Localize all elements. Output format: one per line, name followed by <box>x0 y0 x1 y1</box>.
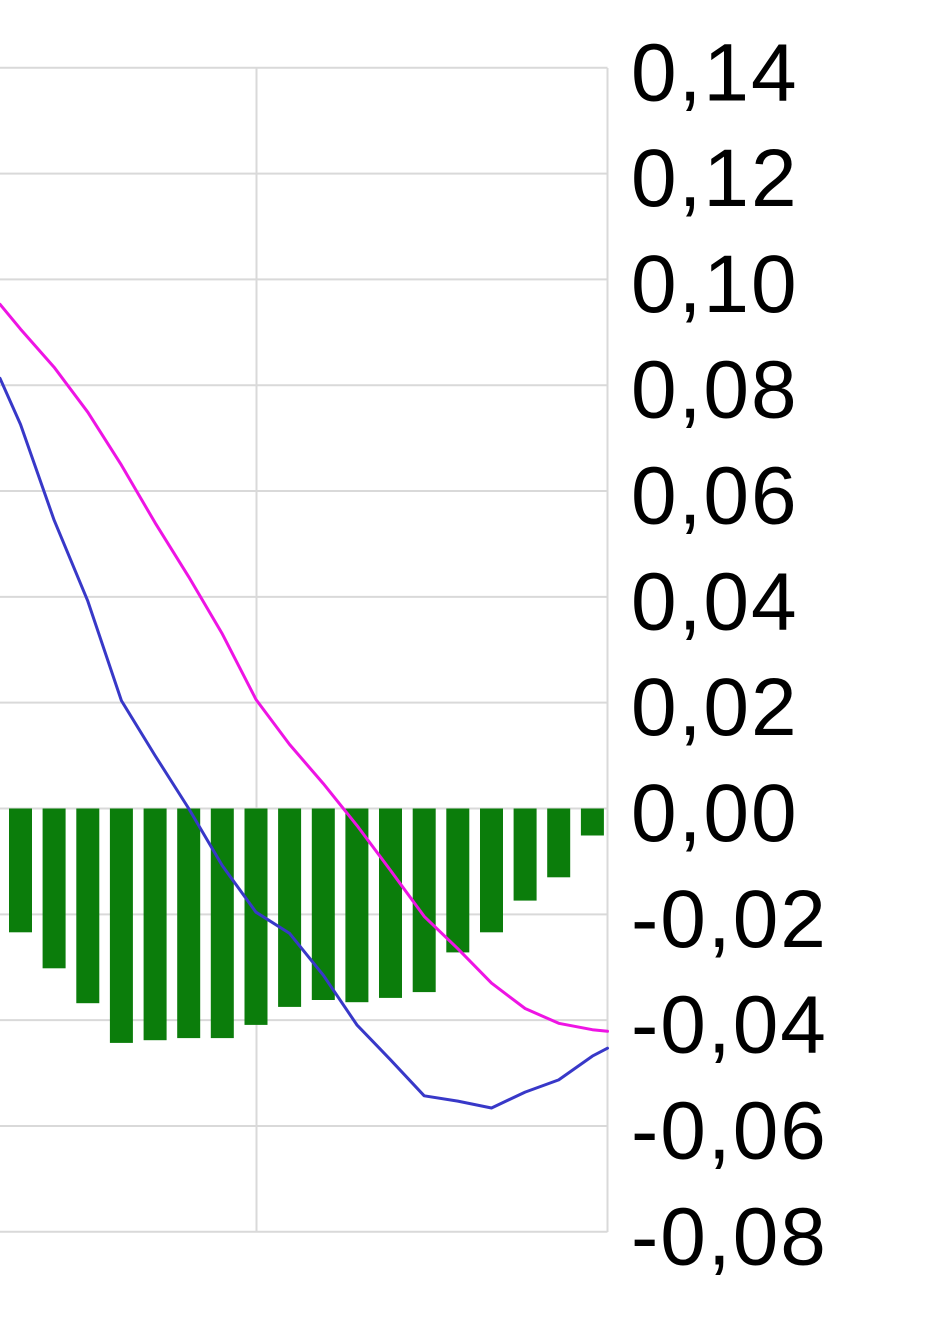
histogram-bar[interactable] <box>244 808 268 1025</box>
histogram-bar[interactable] <box>278 808 302 1007</box>
histogram-bar[interactable] <box>177 808 201 1039</box>
histogram-bar[interactable] <box>547 808 571 878</box>
histogram-bar[interactable] <box>109 808 133 1043</box>
y-axis-tick-label: 0,06 <box>631 451 799 542</box>
y-axis-tick-label: 0,02 <box>631 662 799 753</box>
y-axis-tick-label: -0,06 <box>631 1086 828 1177</box>
y-axis-tick-label: -0,08 <box>631 1191 828 1282</box>
histogram-bar[interactable] <box>480 808 503 933</box>
y-axis-tick-label: 0,14 <box>631 27 799 118</box>
histogram-bar[interactable] <box>513 808 537 901</box>
histogram-bar[interactable] <box>143 808 167 1041</box>
histogram-bar[interactable] <box>9 808 32 933</box>
y-axis-tick-label: -0,02 <box>631 874 828 965</box>
histogram-bar[interactable] <box>210 808 234 1039</box>
y-axis-tick-label: 0,04 <box>631 556 799 647</box>
y-axis-tick-label: 0,08 <box>631 345 799 436</box>
histogram-bar[interactable] <box>311 808 335 1001</box>
histogram-bar[interactable] <box>345 808 369 1003</box>
histogram-bar-series[interactable] <box>9 808 604 1043</box>
histogram-bar[interactable] <box>42 808 66 969</box>
histogram-bar[interactable] <box>76 808 100 1004</box>
histogram-bar[interactable] <box>379 808 402 998</box>
histogram-bar[interactable] <box>446 808 470 953</box>
magenta-line-series[interactable] <box>0 302 609 1033</box>
y-axis-tick-label: 0,10 <box>631 239 799 330</box>
histogram-bar[interactable] <box>412 808 436 993</box>
blue-line-series[interactable] <box>0 376 609 1110</box>
y-axis-tick-label: 0,00 <box>631 768 799 859</box>
y-axis-tick-label: 0,12 <box>631 133 799 224</box>
histogram-bar[interactable] <box>580 808 604 836</box>
y-axis-tick-label: -0,04 <box>631 980 828 1071</box>
